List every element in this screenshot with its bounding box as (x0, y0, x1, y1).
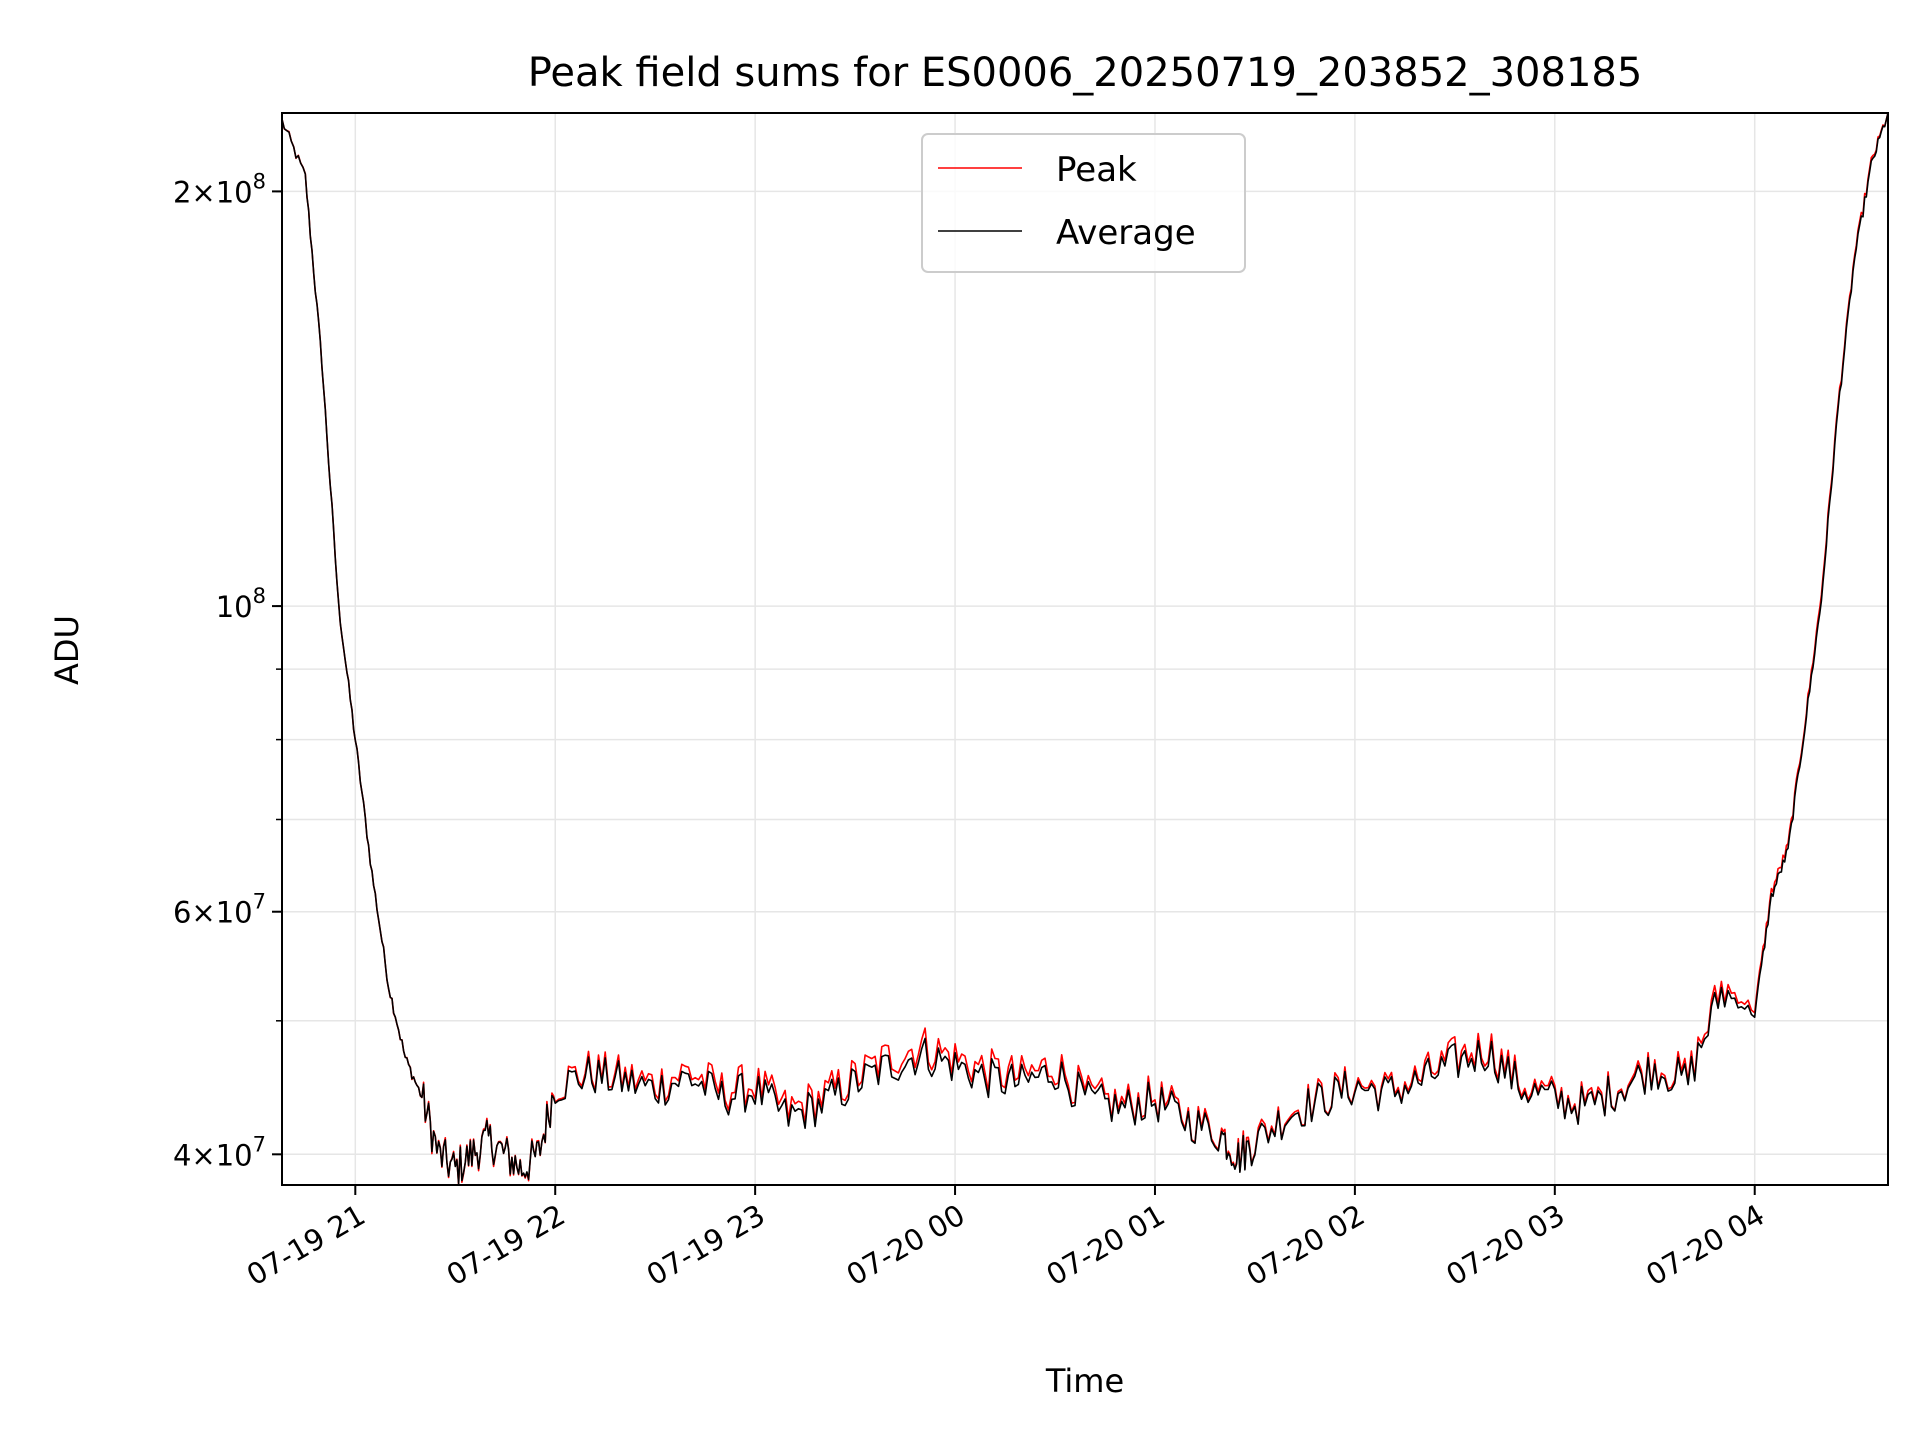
y-tick-label: 2×108 (173, 169, 266, 209)
y-axis: 4×107 6×107 108 2×108 (173, 169, 282, 1172)
legend: Peak Average (921, 133, 1246, 273)
series-layer (281, 112, 1889, 1186)
grid (282, 113, 1888, 1185)
legend-label-average: Average (1056, 213, 1196, 253)
y-axis-label: ADU (48, 615, 86, 685)
y-tick-label: 6×107 (173, 890, 266, 930)
y-tick-label: 4×107 (173, 1132, 266, 1172)
plot-frame (281, 112, 1889, 1186)
series-line-average (281, 112, 1889, 1185)
y-tick-label: 108 (216, 584, 266, 624)
chart-title: Peak field sums for ES0006_20250719_2038… (528, 50, 1643, 96)
x-axis-label: Time (1045, 1362, 1124, 1400)
legend-label-peak: Peak (1056, 150, 1137, 190)
